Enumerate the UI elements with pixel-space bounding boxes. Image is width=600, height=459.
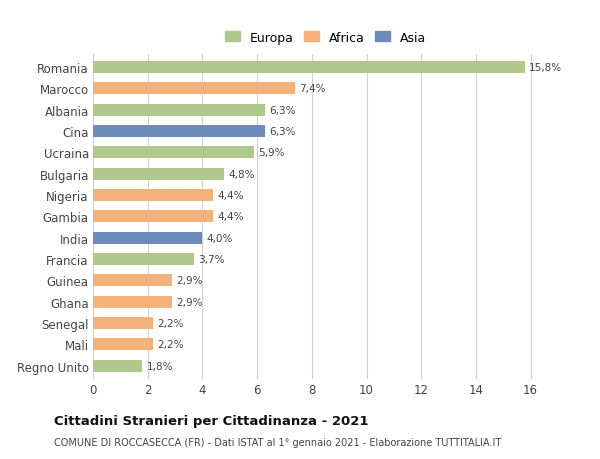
- Text: Cittadini Stranieri per Cittadinanza - 2021: Cittadini Stranieri per Cittadinanza - 2…: [54, 414, 368, 428]
- Text: 7,4%: 7,4%: [299, 84, 326, 94]
- Text: 2,9%: 2,9%: [176, 276, 203, 286]
- Bar: [93, 83, 295, 95]
- Bar: [93, 105, 265, 116]
- Bar: [93, 62, 525, 74]
- Text: 2,2%: 2,2%: [157, 340, 184, 350]
- Bar: [93, 147, 254, 159]
- Bar: [93, 339, 153, 351]
- Bar: [93, 296, 172, 308]
- Text: 4,4%: 4,4%: [217, 190, 244, 201]
- Bar: [93, 254, 194, 265]
- Bar: [93, 190, 214, 202]
- Text: 3,7%: 3,7%: [199, 254, 225, 264]
- Text: 15,8%: 15,8%: [529, 63, 562, 73]
- Bar: [93, 318, 153, 329]
- Text: 4,4%: 4,4%: [217, 212, 244, 222]
- Text: 2,2%: 2,2%: [157, 319, 184, 328]
- Bar: [93, 232, 202, 244]
- Bar: [93, 168, 224, 180]
- Text: 4,8%: 4,8%: [229, 169, 255, 179]
- Text: 6,3%: 6,3%: [269, 106, 296, 115]
- Text: COMUNE DI ROCCASECCA (FR) - Dati ISTAT al 1° gennaio 2021 - Elaborazione TUTTITA: COMUNE DI ROCCASECCA (FR) - Dati ISTAT a…: [54, 437, 501, 447]
- Text: 1,8%: 1,8%: [146, 361, 173, 371]
- Text: 5,9%: 5,9%: [259, 148, 285, 158]
- Bar: [93, 126, 265, 138]
- Legend: Europa, Africa, Asia: Europa, Africa, Asia: [223, 29, 428, 47]
- Text: 2,9%: 2,9%: [176, 297, 203, 307]
- Bar: [93, 360, 142, 372]
- Bar: [93, 275, 172, 286]
- Text: 6,3%: 6,3%: [269, 127, 296, 137]
- Text: 4,0%: 4,0%: [206, 233, 233, 243]
- Bar: [93, 211, 214, 223]
